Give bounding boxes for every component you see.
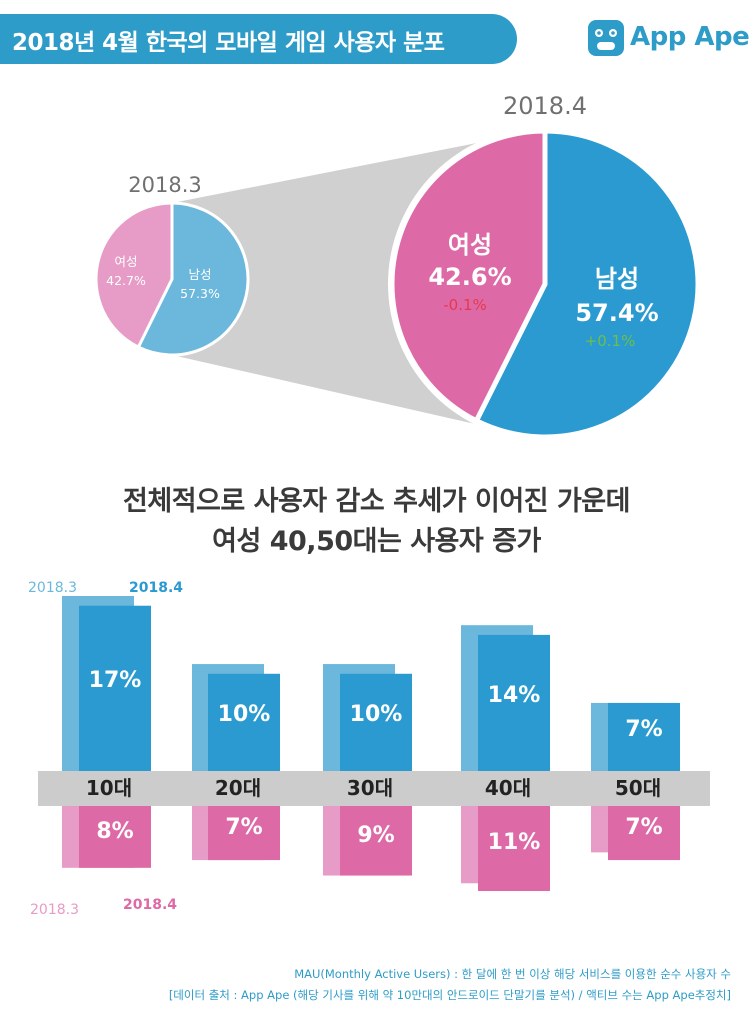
pie-2018-4-title: 2018.4 bbox=[503, 91, 587, 120]
bar-category-label-5: 50대 bbox=[614, 775, 662, 800]
chart-heading: 전체적으로 사용자 감소 추세가 이어진 가운데 여성 40,50대는 사용자 … bbox=[0, 482, 753, 562]
bar-male-2018-4-3 bbox=[340, 673, 412, 771]
footnote-mau: MAU(Monthly Active Users) : 한 달에 한 번 이상 … bbox=[294, 967, 731, 981]
bar-female-2018-4-3 bbox=[340, 806, 412, 876]
pie-2018-3-slice-female bbox=[94, 201, 174, 350]
pie-2018-4-female-value: 42.6% bbox=[428, 262, 512, 291]
app-ape-logo: App Ape bbox=[586, 18, 750, 60]
bar-male-value-3: 10% bbox=[349, 702, 403, 728]
bar-category-label-1: 10대 bbox=[85, 775, 133, 800]
male-label-2018-4: 2018.4 bbox=[129, 580, 184, 597]
male-label-2018-3: 2018.3 bbox=[28, 580, 77, 597]
pie-2018-3-female-value: 42.7% bbox=[106, 273, 146, 289]
pie-2018-4-male-label: 남성 bbox=[594, 264, 640, 293]
bar-female-value-5: 7% bbox=[625, 814, 663, 840]
bar-male-value-1: 17% bbox=[88, 668, 142, 694]
page-title: 2018년 4월 한국의 모바일 게임 사용자 분포 bbox=[12, 30, 445, 56]
pie-2018-3-male-value: 57.3% bbox=[180, 286, 220, 302]
female-label-2018-3: 2018.3 bbox=[30, 902, 79, 919]
title-banner: 2018년 4월 한국의 모바일 게임 사용자 분포 bbox=[0, 14, 517, 64]
pie-2018-4-male-change: +0.1% bbox=[584, 331, 636, 350]
pie-2018-4-slice-female bbox=[389, 128, 548, 425]
bar-female-2018-4-4 bbox=[478, 806, 550, 891]
heading-line-2: 여성 40,50대는 사용자 증가 bbox=[212, 526, 541, 557]
pie-2018-4-female-label: 여성 bbox=[447, 230, 493, 259]
bar-female-value-3: 9% bbox=[357, 822, 395, 848]
footnote-source: [데이터 출처 : App Ape (해당 기사를 위해 약 10만대의 안드로… bbox=[168, 988, 731, 1002]
pie-2018-3-title: 2018.3 bbox=[128, 173, 202, 198]
bar-female-2018-4-1 bbox=[79, 806, 151, 868]
bar-female-value-2: 7% bbox=[225, 814, 263, 840]
bar-category-label-4: 40대 bbox=[484, 775, 532, 800]
bar-category-label-3: 30대 bbox=[346, 775, 394, 800]
bar-female-value-4: 11% bbox=[487, 830, 541, 856]
bar-male-2018-4-1 bbox=[79, 605, 151, 771]
bar-category-label-2: 20대 bbox=[214, 775, 262, 800]
bar-male-2018-4-4 bbox=[478, 634, 550, 771]
pie-2018-4-male-value: 57.4% bbox=[575, 298, 659, 327]
female-label-2018-4: 2018.4 bbox=[123, 897, 178, 914]
bar-axis-band bbox=[38, 771, 710, 806]
heading-line-1: 전체적으로 사용자 감소 추세가 이어진 가운데 bbox=[123, 486, 630, 517]
bar-female-2018-4-5 bbox=[608, 806, 680, 861]
bar-female-value-1: 8% bbox=[96, 818, 134, 844]
bar-female-2018-4-2 bbox=[208, 806, 280, 861]
bar-male-2018-4-5 bbox=[608, 702, 680, 771]
pie-2018-4-slice-male bbox=[473, 128, 701, 440]
pie-2018-3-female-label: 여성 bbox=[114, 254, 138, 270]
pie-2018-4-female-change: -0.1% bbox=[443, 295, 487, 314]
bar-male-value-2: 10% bbox=[217, 702, 271, 728]
pie-2018-3-slice-male bbox=[136, 201, 250, 357]
logo-text: App Ape bbox=[630, 22, 750, 52]
ape-face-icon bbox=[588, 20, 624, 56]
pie-2018-3-male-label: 남성 bbox=[188, 267, 212, 283]
bar-male-value-5: 7% bbox=[625, 716, 663, 742]
footnotes: MAU(Monthly Active Users) : 한 달에 한 번 이상 … bbox=[169, 964, 731, 1006]
bar-male-2018-4-2 bbox=[208, 673, 280, 771]
bar-male-value-4: 14% bbox=[487, 682, 541, 708]
